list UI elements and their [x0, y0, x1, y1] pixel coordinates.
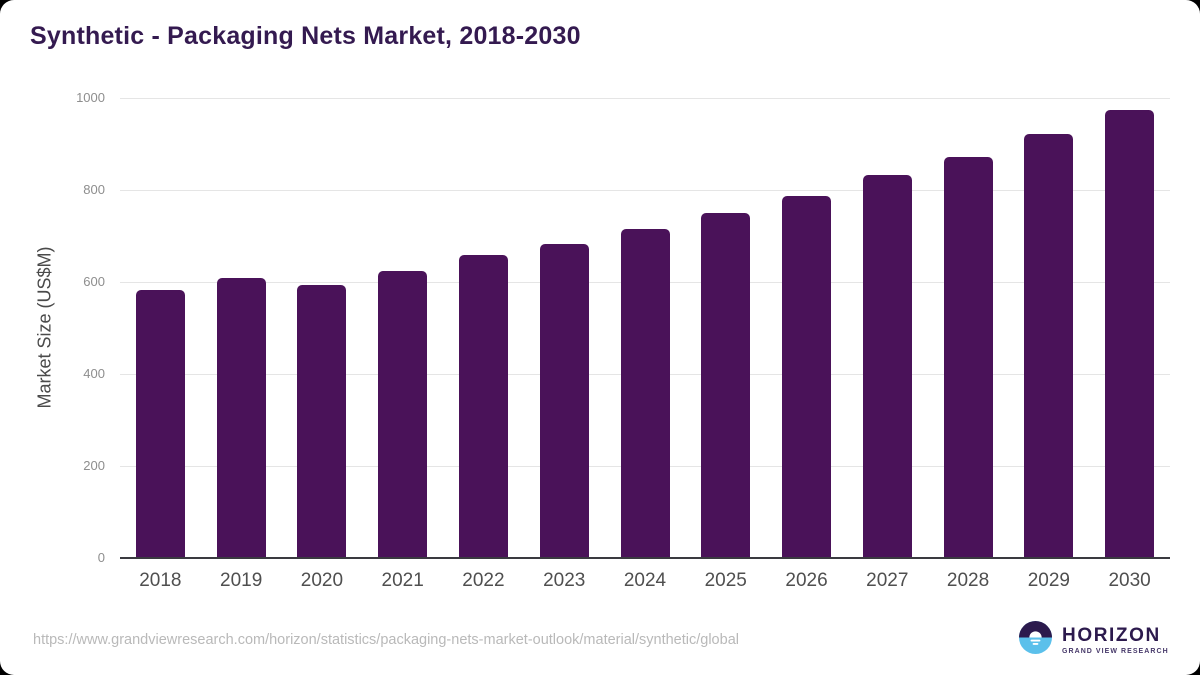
x-tick-label-2022: 2022: [462, 570, 505, 591]
x-tick-label-2021: 2021: [381, 570, 424, 591]
x-tick-label-2023: 2023: [543, 570, 586, 591]
y-tick-label-1000: 1000: [76, 90, 105, 105]
y-tick-label-200: 200: [83, 458, 105, 473]
y-tick-label-800: 800: [83, 182, 105, 197]
x-tick-label-2024: 2024: [623, 570, 667, 591]
horizon-logo: HORIZON GRAND VIEW RESEARCH: [1019, 621, 1169, 659]
x-tick-label-2029: 2029: [1027, 570, 1070, 591]
bar-2022[interactable]: [458, 255, 508, 558]
bar-2024[interactable]: [620, 228, 670, 558]
y-tick-label-600: 600: [83, 274, 105, 289]
bar-2030[interactable]: [1105, 110, 1155, 558]
x-tick-label-2019: 2019: [220, 570, 263, 591]
bar-2018[interactable]: [135, 289, 185, 558]
horizon-logo-text: HORIZON GRAND VIEW RESEARCH: [1062, 626, 1169, 655]
y-axis-title: Market Size (US$M): [34, 246, 55, 409]
x-tick-label-2025: 2025: [704, 570, 747, 591]
horizon-logo-tagline: GRAND VIEW RESEARCH: [1062, 647, 1169, 655]
y-tick-label-0: 0: [97, 550, 105, 565]
x-tick-label-2030: 2030: [1108, 570, 1151, 591]
chart-title: Synthetic - Packaging Nets Market, 2018-…: [30, 22, 581, 50]
source-url: https://www.grandviewresearch.com/horizo…: [33, 632, 739, 648]
x-tick-label-2026: 2026: [785, 570, 828, 591]
x-tick-label-2028: 2028: [946, 570, 990, 591]
bar-2021[interactable]: [378, 270, 428, 558]
bar-2029[interactable]: [1024, 134, 1074, 558]
x-tick-label-2027: 2027: [866, 570, 909, 591]
horizon-logo-icon: [1019, 621, 1052, 659]
bar-2020[interactable]: [297, 284, 347, 558]
bar-2026[interactable]: [782, 195, 832, 558]
bar-2023[interactable]: [539, 244, 589, 558]
y-tick-label-400: 400: [83, 366, 105, 381]
x-axis-line: [120, 557, 1170, 559]
gridline-y-1000: [120, 98, 1170, 99]
bar-2027[interactable]: [862, 175, 912, 558]
bar-2019[interactable]: [216, 277, 266, 558]
x-tick-label-2018: 2018: [139, 570, 182, 591]
bar-2028[interactable]: [943, 156, 993, 558]
x-tick-label-2020: 2020: [300, 570, 344, 591]
horizon-logo-brand: HORIZON: [1062, 624, 1161, 646]
bar-2025[interactable]: [701, 212, 751, 558]
gridline-y-800: [120, 190, 1170, 191]
